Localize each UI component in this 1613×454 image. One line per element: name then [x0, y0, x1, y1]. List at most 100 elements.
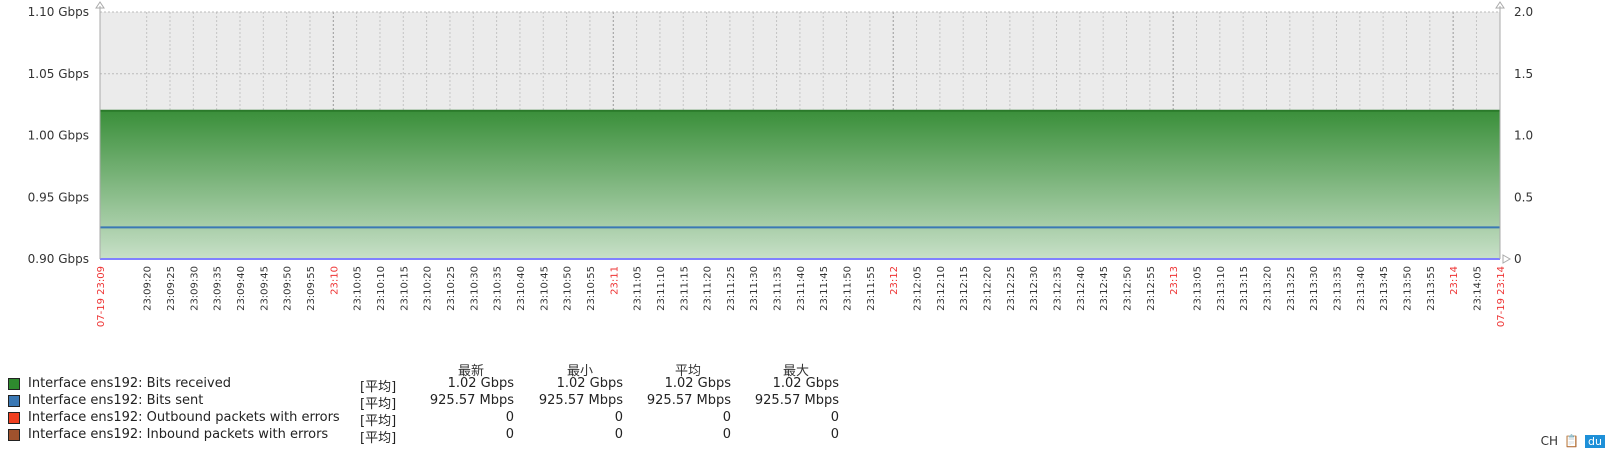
series-bits-received-area [100, 110, 1500, 259]
x-tick-label: 23:13:55 [1426, 266, 1437, 311]
legend-swatch [8, 395, 20, 407]
x-tick-label: 23:10:20 [423, 266, 434, 311]
legend-value: 0 [505, 427, 514, 442]
x-tick-label: 23:11:40 [796, 266, 807, 311]
y-right-tick-label: 0 [1514, 252, 1522, 266]
x-tick-label: 23:13:50 [1402, 266, 1413, 311]
legend-value: 0 [505, 410, 514, 425]
x-tick-label: 23:10:50 [563, 266, 574, 311]
x-tick-label: 23:11:55 [866, 266, 877, 311]
x-tick-label: 23:10:55 [586, 266, 597, 311]
x-tick-label: 23:12:20 [983, 266, 994, 311]
y-left-tick-label: 1.10 Gbps [28, 5, 89, 19]
x-tick-label: 23:13:35 [1332, 266, 1343, 311]
x-tick-label: 23:11:25 [726, 266, 737, 311]
x-tick-label: 23:11:20 [703, 266, 714, 311]
x-tick-label: 23:12:55 [1146, 266, 1157, 311]
y-axis-left-ticks: 1.10 Gbps 1.05 Gbps 1.00 Gbps 0.95 Gbps 0.90… [28, 5, 89, 266]
x-tick-label: 23:10 [329, 266, 340, 295]
x-tick-label: 23:10:45 [539, 266, 550, 311]
legend-swatch [8, 378, 20, 390]
x-tick-label: 23:10:05 [353, 266, 364, 311]
legend-value: 1.02 Gbps [664, 376, 731, 391]
x-tick-label: 23:12 [889, 266, 900, 295]
x-tick-label: 23:11 [609, 266, 620, 295]
x-tick-label: 23:13:45 [1379, 266, 1390, 311]
x-tick-label: 23:12:30 [1029, 266, 1040, 311]
x-tick-label: 07-19 23:09 [96, 266, 107, 327]
y-left-tick-label: 0.95 Gbps [28, 190, 89, 204]
x-tick-label: 23:11:50 [843, 266, 854, 311]
x-tick-label: 23:11:05 [633, 266, 644, 311]
legend-series-name: Interface ens192: Inbound packets with e… [28, 427, 329, 442]
legend-value: 1.02 Gbps [447, 376, 514, 391]
legend-series-name: Interface ens192: Outbound packets with … [28, 410, 340, 425]
x-tick-label: 23:12:40 [1076, 266, 1087, 311]
x-tick-label: 23:13:10 [1216, 266, 1227, 311]
x-tick-label: 23:11:35 [773, 266, 784, 311]
x-tick-label: 23:13:40 [1356, 266, 1367, 311]
x-tick-label: 23:13:30 [1309, 266, 1320, 311]
legend-series-name: Interface ens192: Bits sent [28, 393, 204, 408]
network-traffic-chart: 1.10 Gbps 1.05 Gbps 1.00 Gbps 0.95 Gbps 0.90… [28, 1, 1533, 327]
x-tick-label: 23:12:45 [1099, 266, 1110, 311]
y-axis-left-arrow [95, 1, 105, 9]
legend-value: 925.57 Mbps [754, 393, 839, 408]
x-tick-label: 23:13:20 [1263, 266, 1274, 311]
y-right-tick-label: 1.0 [1514, 129, 1533, 143]
x-tick-label: 23:09:20 [143, 266, 154, 311]
legend-function: [平均] [360, 414, 397, 429]
x-tick-label: 23:13:05 [1193, 266, 1204, 311]
legend-value: 0 [830, 410, 839, 425]
x-tick-label: 07-19 23:14 [1496, 266, 1507, 327]
legend-value: 1.02 Gbps [772, 376, 839, 391]
x-tick-label: 23:09:25 [166, 266, 177, 311]
legend-swatch [8, 429, 20, 441]
y-left-tick-label: 1.05 Gbps [28, 67, 89, 81]
x-tick-label: 23:10:15 [399, 266, 410, 311]
x-tick-label: 23:11:45 [819, 266, 830, 311]
legend-value: 0 [614, 410, 623, 425]
legend-value: 925.57 Mbps [538, 393, 623, 408]
x-tick-label: 23:14:05 [1472, 266, 1483, 311]
y-right-tick-label: 2.0 [1514, 5, 1533, 19]
x-tick-label: 23:09:45 [259, 266, 270, 311]
legend-swatch [8, 412, 20, 424]
x-tick-label: 23:12:50 [1123, 266, 1134, 311]
x-tick-label: 23:09:55 [306, 266, 317, 311]
tray-badge[interactable]: du [1585, 434, 1605, 448]
x-tick-label: 23:10:40 [516, 266, 527, 311]
y-right-tick-label: 0.5 [1514, 190, 1533, 204]
x-tick-label: 23:12:35 [1053, 266, 1064, 311]
system-tray: CH 📋 du [1541, 434, 1605, 448]
x-axis-ticks: 07-19 23:09 23:09:20 23:09:25 23:09:30 23:09… [96, 266, 1507, 327]
legend-function: [平均] [360, 380, 397, 395]
clipboard-icon[interactable]: 📋 [1564, 434, 1580, 448]
legend-value: 0 [722, 410, 731, 425]
legend-function: [平均] [360, 397, 397, 412]
legend-header-last: 最新 [457, 364, 484, 379]
x-tick-label: 23:13 [1169, 266, 1180, 295]
y-axis-right-arrow [1495, 1, 1505, 9]
legend-value: 0 [722, 427, 731, 442]
x-tick-label: 23:12:05 [913, 266, 924, 311]
legend-header-max: 最大 [782, 364, 809, 379]
x-tick-label: 23:11:15 [679, 266, 690, 311]
x-tick-label: 23:10:30 [469, 266, 480, 311]
legend-function: [平均] [360, 431, 397, 446]
x-tick-label: 23:12:15 [959, 266, 970, 311]
legend-value: 1.02 Gbps [556, 376, 623, 391]
x-axis-arrow [1502, 254, 1512, 264]
x-tick-label: 23:12:25 [1006, 266, 1017, 311]
y-left-tick-label: 0.90 Gbps [28, 252, 89, 266]
x-tick-label: 23:10:35 [493, 266, 504, 311]
legend-value: 925.57 Mbps [429, 393, 514, 408]
legend-value: 0 [614, 427, 623, 442]
x-tick-label: 23:09:40 [236, 266, 247, 311]
legend-series-name: Interface ens192: Bits received [28, 376, 231, 391]
x-tick-label: 23:09:50 [283, 266, 294, 311]
ime-indicator[interactable]: CH [1540, 434, 1559, 448]
legend-value: 0 [830, 427, 839, 442]
x-tick-label: 23:10:10 [376, 266, 387, 311]
y-right-tick-label: 1.5 [1514, 67, 1533, 81]
